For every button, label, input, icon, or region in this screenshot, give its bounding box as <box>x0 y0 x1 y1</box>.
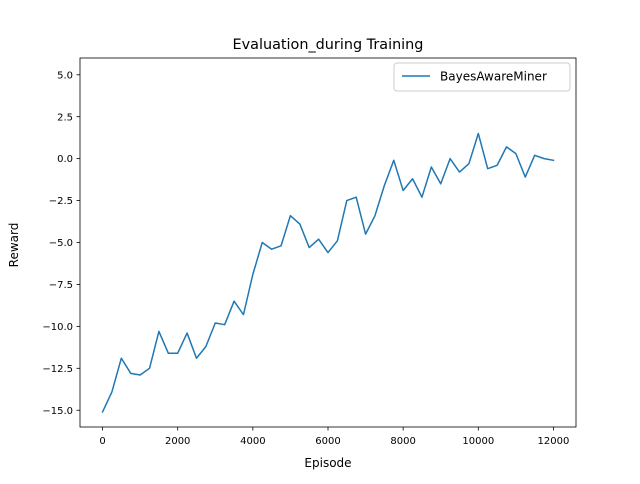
data-point <box>214 322 217 325</box>
chart-title: Evaluation_during Training <box>233 37 424 53</box>
legend: BayesAwareMiner <box>393 62 571 92</box>
data-point <box>514 152 517 155</box>
data-point <box>430 166 433 169</box>
data-point <box>355 196 358 199</box>
data-point <box>120 357 123 360</box>
data-point <box>204 345 207 348</box>
data-point <box>157 330 160 333</box>
plot-area: 0 2000 4000 6000 8000 10000 12000 −15.0 −12.5 −10… <box>42 57 577 447</box>
data-point <box>383 184 386 187</box>
data-point <box>345 199 348 202</box>
y-tick-label: 2.5 <box>57 112 73 123</box>
data-point <box>110 390 113 393</box>
x-axis-label: Episode <box>304 456 351 470</box>
legend-label-bayesawareminer: BayesAwareMiner <box>440 70 547 84</box>
data-point <box>195 357 198 360</box>
x-tick-label: 4000 <box>240 436 265 447</box>
data-point <box>139 374 142 377</box>
data-point <box>148 367 151 370</box>
y-tick-label: −5.0 <box>49 238 73 249</box>
x-tick-label: 6000 <box>315 436 340 447</box>
data-point <box>392 159 395 162</box>
data-point <box>552 159 555 162</box>
x-tick-label: 10000 <box>462 436 494 447</box>
data-point <box>364 233 367 236</box>
y-tick-label: −2.5 <box>49 196 73 207</box>
data-point <box>261 241 264 244</box>
y-tick-label: −10.0 <box>42 322 73 333</box>
data-point <box>411 177 414 180</box>
data-point <box>280 244 283 247</box>
data-point <box>458 171 461 174</box>
y-tick-label: −12.5 <box>42 364 73 375</box>
data-point <box>129 372 132 375</box>
data-point <box>496 164 499 167</box>
data-point <box>289 214 292 217</box>
data-point <box>467 162 470 165</box>
data-point <box>270 248 273 251</box>
data-point <box>186 332 189 335</box>
data-point <box>242 313 245 316</box>
series-line-bayesawareminer <box>101 132 555 413</box>
data-point <box>167 352 170 355</box>
x-tick-label: 2000 <box>165 436 190 447</box>
y-tick-label: 0.0 <box>57 154 73 165</box>
data-point <box>298 223 301 226</box>
data-point <box>505 145 508 148</box>
data-point <box>308 246 311 249</box>
data-point <box>336 239 339 242</box>
y-tick-label: 5.0 <box>57 70 73 81</box>
data-point <box>402 189 405 192</box>
y-tick-label: −7.5 <box>49 280 73 291</box>
y-axis-label: Reward <box>7 223 21 268</box>
data-point <box>317 238 320 241</box>
data-point <box>477 132 480 135</box>
legend-box <box>393 62 571 92</box>
data-point <box>420 196 423 199</box>
data-point <box>223 323 226 326</box>
data-point <box>449 157 452 160</box>
data-point <box>373 214 376 217</box>
x-tick-label: 0 <box>99 436 105 447</box>
data-point <box>233 300 236 303</box>
data-point <box>439 182 442 185</box>
x-tick-label: 8000 <box>390 436 415 447</box>
data-point <box>543 157 546 160</box>
data-point <box>327 251 330 254</box>
data-point <box>486 167 489 170</box>
data-point <box>101 410 104 413</box>
data-point <box>176 352 179 355</box>
data-point <box>524 176 527 179</box>
data-point <box>533 154 536 157</box>
x-tick-label: 12000 <box>538 436 570 447</box>
data-point <box>251 273 254 276</box>
y-tick-label: −15.0 <box>42 406 73 417</box>
